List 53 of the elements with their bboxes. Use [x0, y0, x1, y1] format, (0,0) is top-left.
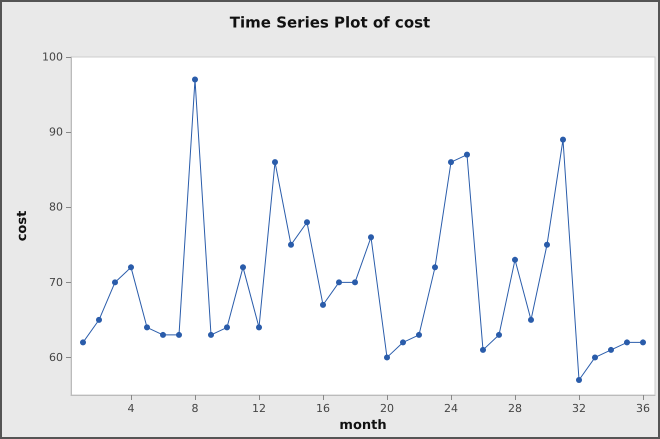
point — [224, 324, 230, 330]
y-tick-label: 80 — [49, 200, 63, 214]
point — [256, 324, 262, 330]
point — [528, 316, 534, 323]
x-tick-label: 24 — [444, 402, 458, 415]
point — [112, 279, 118, 286]
y-tick-label: 60 — [49, 350, 63, 364]
x-tick-label: 32 — [572, 402, 586, 415]
point — [400, 339, 406, 346]
x-tick-label: 8 — [192, 402, 198, 415]
y-tick-label: 100 — [42, 50, 63, 64]
x-tick-label: 28 — [508, 402, 522, 415]
y-axis-title: cost — [15, 210, 30, 242]
point — [336, 279, 342, 286]
point — [608, 346, 614, 353]
point — [272, 159, 278, 166]
point — [576, 376, 582, 383]
point — [416, 332, 422, 338]
point — [496, 332, 502, 338]
point — [240, 264, 246, 270]
point — [80, 339, 86, 346]
y-tick-label: 90 — [49, 126, 63, 139]
point — [448, 159, 454, 166]
y-tick-label: 70 — [49, 276, 63, 289]
point — [192, 76, 198, 83]
x-tick-label: 36 — [636, 402, 650, 415]
point — [544, 242, 550, 248]
point — [480, 346, 486, 353]
point — [384, 354, 390, 360]
x-tick-label: 12 — [252, 402, 266, 415]
point — [560, 136, 566, 143]
point — [640, 339, 646, 346]
point — [368, 234, 374, 240]
point — [144, 324, 150, 330]
point — [464, 152, 470, 158]
point — [320, 302, 326, 308]
x-tick-label: 16 — [316, 402, 330, 415]
point — [96, 316, 102, 323]
point — [160, 332, 166, 338]
point — [288, 242, 294, 248]
point — [176, 332, 182, 338]
point — [432, 264, 438, 270]
x-axis-title: month — [339, 418, 387, 433]
point — [304, 219, 310, 226]
point — [512, 256, 518, 263]
chart-title: Time Series Plot of cost — [230, 14, 430, 32]
point — [128, 264, 134, 270]
x-tick-label: 4 — [128, 402, 134, 415]
point — [624, 339, 630, 346]
point — [592, 354, 598, 360]
x-tick-label: 20 — [380, 402, 394, 415]
point — [352, 279, 358, 286]
point — [208, 332, 214, 338]
